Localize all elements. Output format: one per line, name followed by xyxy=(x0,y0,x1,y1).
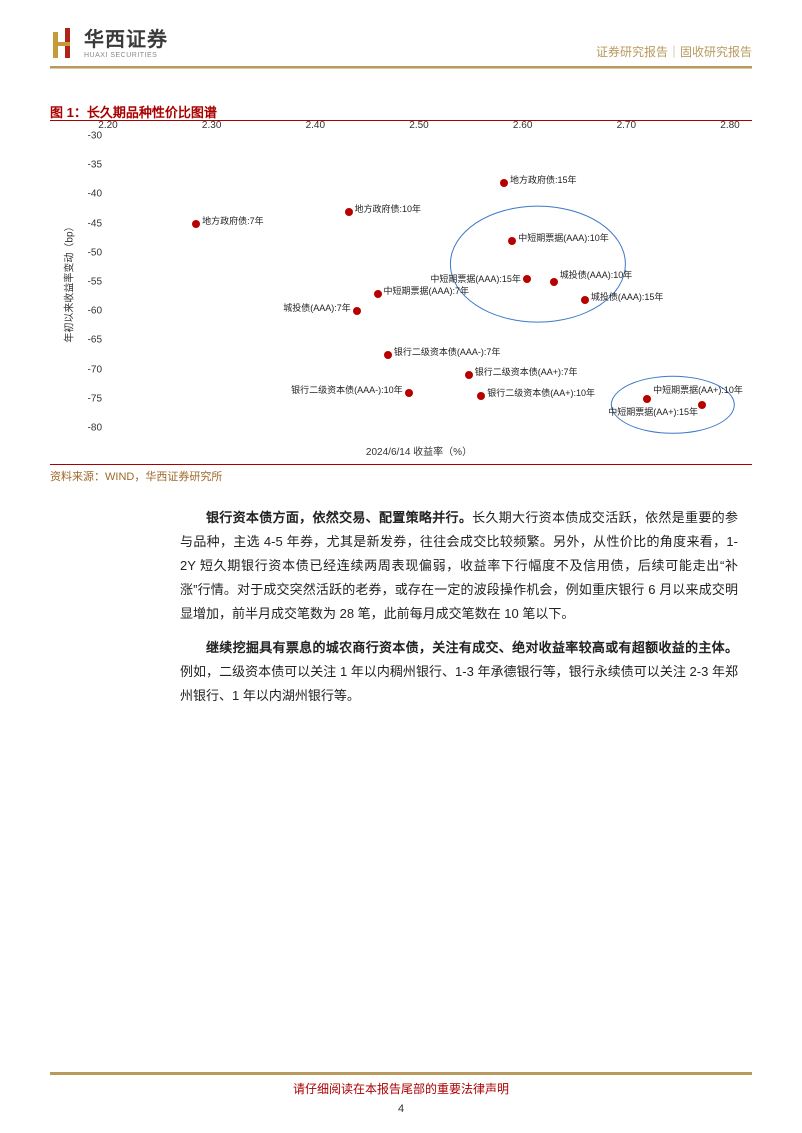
x-tick: 2.80 xyxy=(720,120,739,131)
logo-text-en: HUAXI SECURITIES xyxy=(84,52,168,59)
y-axis-label: 年初以来收益率变动（bp） xyxy=(61,221,76,342)
footer-rule xyxy=(50,1074,752,1075)
figure-title: 图 1：长久期品种性价比图谱 xyxy=(50,102,217,121)
x-tick: 2.60 xyxy=(513,120,532,131)
paragraph-2: 继续挖掘具有票息的城农商行资本债，关注有成交、绝对收益率较高或有超额收益的主体。… xyxy=(180,636,738,708)
data-point-label: 中短期票据(AA+):10年 xyxy=(653,386,743,395)
data-point-label: 银行二级资本债(AA+):7年 xyxy=(475,368,578,377)
p2-lead: 继续挖掘具有票息的城农商行资本债，关注有成交、绝对收益率较高或有超额收益的主体。 xyxy=(206,640,738,655)
data-point xyxy=(353,307,361,315)
y-tick: -40 xyxy=(68,189,102,200)
paragraph-1: 银行资本债方面，依然交易、配置策略并行。长久期大行资本债成交活跃，依然是重要的参… xyxy=(180,506,738,626)
data-point-label: 银行二级资本债(AAA-):10年 xyxy=(291,386,403,395)
data-point-label: 中短期票据(AAA):15年 xyxy=(430,275,521,284)
data-point xyxy=(508,237,516,245)
data-point-label: 地方政府债:7年 xyxy=(202,217,264,226)
y-tick: -75 xyxy=(68,393,102,404)
data-point xyxy=(192,220,200,228)
y-tick: -30 xyxy=(68,131,102,142)
page-number: 4 xyxy=(0,1103,802,1115)
logo-icon xyxy=(50,28,78,60)
y-tick: -35 xyxy=(68,160,102,171)
data-point-label: 城投债(AAA):7年 xyxy=(283,304,351,313)
data-point xyxy=(405,389,413,397)
data-point xyxy=(581,296,589,304)
y-tick: -80 xyxy=(68,423,102,434)
data-point xyxy=(477,392,485,400)
highlight-ellipse xyxy=(450,206,626,323)
p1-rest: 长久期大行资本债成交活跃，依然是重要的参与品种，主选 4-5 年券，尤其是新发券… xyxy=(180,510,738,621)
body-text: 银行资本债方面，依然交易、配置策略并行。长久期大行资本债成交活跃，依然是重要的参… xyxy=(180,506,738,718)
data-point xyxy=(500,179,508,187)
x-axis-label: 2024/6/14 收益率（%） xyxy=(366,443,472,458)
data-point-label: 地方政府债:15年 xyxy=(510,176,577,185)
x-tick: 2.20 xyxy=(98,120,117,131)
data-point-label: 城投债(AAA):15年 xyxy=(591,293,664,302)
data-point xyxy=(465,371,473,379)
x-tick: 2.40 xyxy=(306,120,325,131)
figure-bottom-rule xyxy=(50,464,752,465)
data-point xyxy=(345,208,353,216)
data-point xyxy=(384,351,392,359)
data-point-label: 银行二级资本债(AA+):10年 xyxy=(487,389,595,398)
header-rule xyxy=(50,66,752,68)
x-tick: 2.70 xyxy=(617,120,636,131)
report-header: 华西证券 HUAXI SECURITIES 证券研究报告｜固收研究报告 xyxy=(50,28,752,60)
figure-top-rule xyxy=(50,120,752,121)
x-tick: 2.30 xyxy=(202,120,221,131)
data-point-label: 中短期票据(AA+):15年 xyxy=(608,408,698,417)
data-point-label: 地方政府债:10年 xyxy=(355,205,422,214)
footer-disclaimer: 请仔细阅读在本报告尾部的重要法律声明 xyxy=(0,1080,802,1097)
brand-logo: 华西证券 HUAXI SECURITIES xyxy=(50,28,168,60)
data-point-label: 银行二级资本债(AAA-):7年 xyxy=(394,348,501,357)
data-point xyxy=(374,290,382,298)
data-point-label: 中短期票据(AAA):10年 xyxy=(518,234,609,243)
data-point-label: 中短期票据(AAA):7年 xyxy=(384,287,470,296)
figure-source: 资料来源：WIND，华西证券研究所 xyxy=(50,468,222,484)
scatter-chart: 2.202.302.402.502.602.702.80-30-35-40-45… xyxy=(60,128,740,458)
data-point xyxy=(643,395,651,403)
data-point-label: 城投债(AAA):10年 xyxy=(560,271,633,280)
y-tick: -70 xyxy=(68,364,102,375)
header-doc-type: 证券研究报告｜固收研究报告 xyxy=(596,43,752,60)
p1-lead: 银行资本债方面，依然交易、配置策略并行。 xyxy=(206,510,472,525)
data-point xyxy=(523,275,531,283)
data-point xyxy=(698,401,706,409)
data-point xyxy=(550,278,558,286)
p2-rest: 例如，二级资本债可以关注 1 年以内稠州银行、1-3 年承德银行等，银行永续债可… xyxy=(180,664,738,703)
x-tick: 2.50 xyxy=(409,120,428,131)
logo-text-cn: 华西证券 xyxy=(84,30,168,50)
